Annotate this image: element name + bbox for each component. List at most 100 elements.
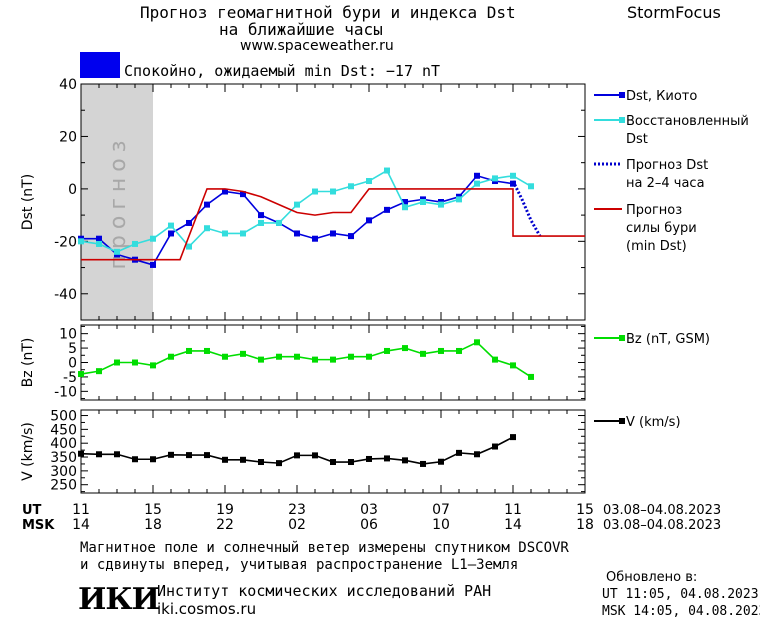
- data-point: [492, 356, 498, 363]
- data-point: [402, 457, 408, 464]
- data-point: [438, 201, 444, 208]
- data-point: [258, 459, 264, 466]
- footer-note-line2: и сдвинуты вперед, учитывая распростране…: [80, 557, 519, 573]
- x-tick-label-ut: 11: [72, 502, 90, 518]
- data-point: [474, 339, 480, 346]
- data-point: [510, 362, 516, 369]
- data-point: [114, 359, 120, 366]
- series-line: [80, 436, 514, 465]
- y-tick-label: 250: [50, 478, 77, 494]
- data-point: [132, 240, 138, 247]
- data-point: [384, 206, 390, 213]
- data-point: [330, 188, 336, 195]
- data-point: [384, 455, 390, 462]
- series-line: [511, 180, 542, 237]
- data-point: [168, 230, 174, 237]
- data-point: [150, 261, 156, 268]
- data-point: [330, 459, 336, 466]
- data-point: [186, 219, 192, 226]
- date-range-msk: 03.08–04.08.2023: [603, 518, 721, 533]
- data-point: [510, 172, 516, 179]
- y-tick-label: -40: [54, 287, 77, 303]
- x-tick-label-ut: 15: [576, 502, 594, 518]
- x-tick-label-msk: 14: [504, 517, 522, 533]
- legend-label: Dst: [626, 132, 648, 147]
- legend-marker: [619, 117, 625, 123]
- legend-label: Dst, Киото: [626, 89, 697, 104]
- data-point: [402, 345, 408, 352]
- data-point: [528, 373, 534, 380]
- data-point: [186, 347, 192, 354]
- data-point: [348, 353, 354, 360]
- chart-title: Прогноз геомагнитной бури и индекса Dst: [140, 3, 516, 22]
- data-point: [348, 459, 354, 466]
- data-point: [456, 347, 462, 354]
- legend-label: силы бури: [626, 221, 697, 236]
- data-point: [132, 359, 138, 366]
- x-tick-label-msk: 18: [144, 517, 162, 533]
- data-point: [294, 230, 300, 237]
- data-point: [330, 230, 336, 237]
- data-point: [312, 188, 318, 195]
- data-point: [492, 175, 498, 182]
- series-line: [81, 188, 585, 261]
- data-point: [258, 219, 264, 226]
- x-tick-label-msk: 22: [216, 517, 234, 533]
- y-tick-label: 0: [68, 356, 77, 372]
- x-tick-label-msk: 06: [360, 517, 378, 533]
- data-point: [348, 183, 354, 190]
- data-point: [474, 451, 480, 458]
- x-tick-label-ut: 03: [360, 502, 378, 518]
- x-tick-label-msk: 18: [576, 517, 594, 533]
- panel-frame: [80, 409, 586, 494]
- panel-frame: [80, 83, 586, 321]
- x-tick-label-ut: 23: [288, 502, 306, 518]
- data-point: [420, 350, 426, 357]
- data-point: [204, 452, 210, 459]
- x-tick-label-msk: 02: [288, 517, 306, 533]
- data-point: [114, 451, 120, 458]
- x-tick-label-msk: 10: [432, 517, 450, 533]
- data-point: [96, 368, 102, 375]
- data-point: [294, 452, 300, 459]
- data-point: [222, 230, 228, 237]
- data-point: [348, 233, 354, 240]
- legend-label: на 2–4 часа: [626, 176, 705, 191]
- data-point: [438, 458, 444, 465]
- data-point: [78, 371, 84, 378]
- ut-label: UT: [22, 503, 42, 518]
- data-point: [456, 449, 462, 456]
- data-point: [186, 452, 192, 459]
- data-point: [150, 456, 156, 463]
- data-point: [510, 434, 516, 441]
- data-point: [312, 356, 318, 363]
- data-point: [114, 248, 120, 255]
- updated-msk: MSK 14:05, 04.08.2023: [602, 604, 760, 619]
- data-point: [312, 235, 318, 242]
- data-point: [258, 212, 264, 219]
- data-point: [492, 443, 498, 450]
- x-tick-label-ut: 15: [144, 502, 162, 518]
- org-site: iki.cosmos.ru: [157, 600, 257, 618]
- data-point: [510, 180, 516, 187]
- legend-marker: [619, 418, 625, 424]
- y-tick-label: 300: [50, 464, 77, 480]
- series-line: [80, 341, 532, 378]
- data-point: [204, 347, 210, 354]
- data-point: [222, 188, 228, 195]
- forecast-band: [81, 84, 153, 320]
- chart-subtitle: на ближайшие часы: [219, 20, 383, 39]
- data-point: [276, 353, 282, 360]
- data-point: [366, 217, 372, 224]
- data-point: [456, 196, 462, 203]
- data-point: [132, 456, 138, 463]
- updated-label: Обновлено в:: [606, 570, 698, 585]
- x-tick-label-ut: 07: [432, 502, 450, 518]
- data-point: [276, 219, 282, 226]
- data-point: [222, 456, 228, 463]
- y-tick-label: 500: [50, 409, 77, 425]
- data-point: [150, 362, 156, 369]
- y-tick-label: 400: [50, 436, 77, 452]
- data-point: [240, 191, 246, 198]
- data-point: [528, 183, 534, 190]
